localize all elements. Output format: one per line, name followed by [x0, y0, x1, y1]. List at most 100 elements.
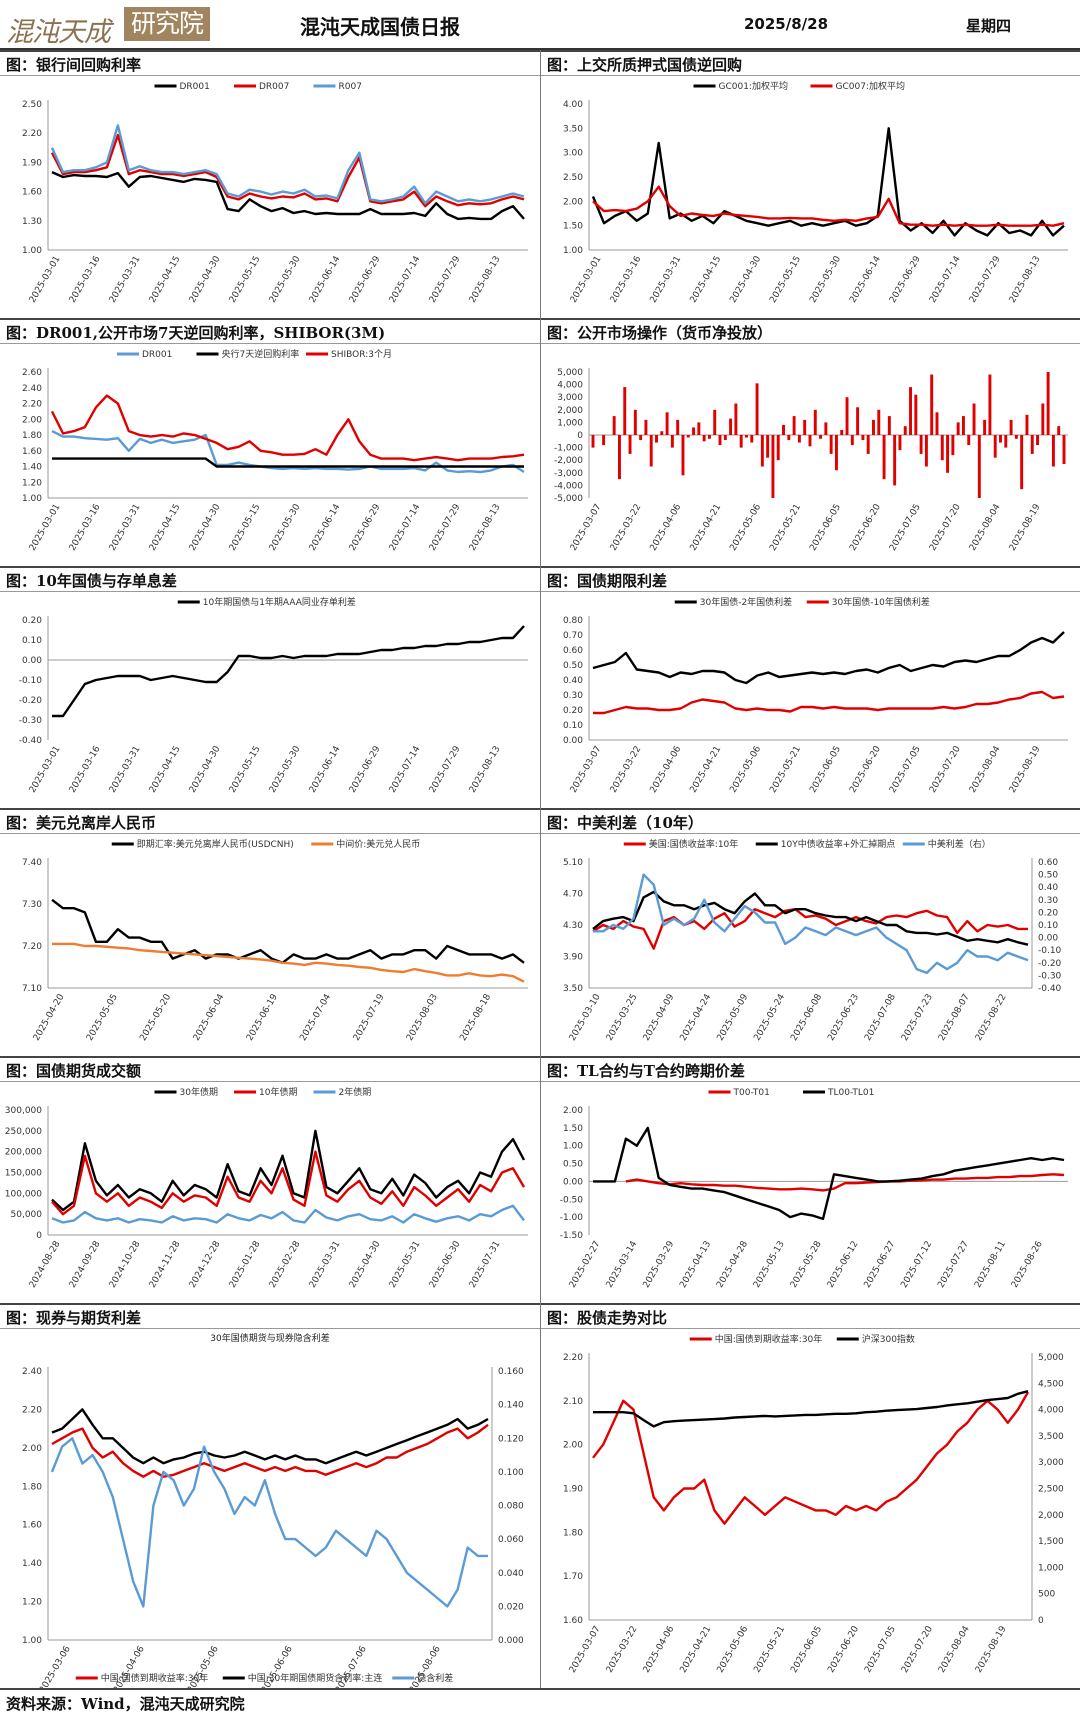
chart-3: 1.00 1.20 1.40 1.60 1.80 2.00 2.20 2.40 2.60 2025… — [0, 344, 540, 566]
y-tick-label: 1.90 — [22, 158, 42, 168]
x-tick-label: 2025-08-07 — [937, 993, 972, 1043]
series-line-2 — [592, 185, 1065, 227]
y2-tick-label: -0.40 — [1038, 984, 1062, 994]
chart-2: 1.00 1.50 2.00 2.50 3.00 3.50 4.00 2025-03-01 20… — [541, 76, 1080, 318]
chart-8: 3.50 3.90 4.30 4.70 5.10 -0.40 -0.30 -0.20 -0.10… — [541, 834, 1080, 1056]
y-tick-label: 0.00 — [563, 736, 583, 746]
y-tick-label: 1.80 — [563, 1528, 583, 1538]
bar — [1030, 435, 1034, 454]
series-line-3 — [51, 1204, 525, 1224]
bar — [655, 435, 658, 443]
y-tick-label: 7.20 — [22, 942, 42, 952]
y-tick-label: 1.50 — [563, 222, 583, 232]
x-tick-label: 2025-06-14 — [308, 744, 343, 795]
y-tick-label: 1.80 — [22, 1482, 42, 1492]
bar — [639, 435, 643, 441]
bar — [617, 435, 621, 480]
y-tick-label: 2.20 — [22, 129, 42, 139]
report-header: 混沌天成 研究院 混沌天成国债日报 2025/8/28 星期四 — [0, 0, 1080, 50]
y2-tick-label: 1,500 — [1038, 1537, 1064, 1547]
y-tick-label: 1.00 — [22, 1636, 42, 1646]
series-line-1 — [592, 908, 1028, 950]
bar — [1004, 435, 1008, 448]
series-line-1 — [51, 898, 525, 964]
x-tick-label: 2025-04-20 — [32, 992, 67, 1043]
y-tick-label: 2.00 — [563, 197, 583, 207]
x-tick-label: 2025-05-24 — [752, 992, 787, 1043]
x-tick-label: 2025-03-01 — [569, 255, 604, 305]
panel-title-8: 图：中美利差（10年） — [541, 808, 1080, 834]
x-tick-label: 2025-07-20 — [928, 502, 963, 553]
legend-label: 中美利差（右） — [928, 838, 991, 850]
bar — [887, 416, 891, 435]
y-tick-label: -0.30 — [19, 716, 43, 726]
x-tick-label: 2025-06-23 — [826, 993, 861, 1043]
bar — [946, 435, 950, 473]
bar — [893, 435, 897, 486]
bar — [967, 435, 971, 446]
legend-label: 美国:国债收益率:10年 — [649, 838, 739, 850]
y-tick-label: 1.60 — [22, 188, 42, 198]
bar — [1009, 419, 1013, 435]
bar — [935, 412, 939, 435]
y2-tick-label: 0.160 — [498, 1367, 524, 1377]
y-tick-label: 300,000 — [5, 1106, 42, 1116]
y-tick-label: 2.20 — [22, 400, 42, 410]
y-tick-label: 3.50 — [563, 124, 583, 134]
y-tick-label: 0.10 — [563, 721, 583, 731]
series-line-1 — [52, 625, 525, 718]
x-tick-label: 2025-05-09 — [716, 992, 751, 1043]
x-tick-label: 2025-05-06 — [728, 502, 763, 553]
y-tick-label: 1.00 — [563, 246, 583, 256]
x-tick-label: 2025-04-09 — [642, 992, 677, 1043]
x-tick-label: 2025-04-28 — [715, 1239, 750, 1290]
x-tick-label: 2025-05-20 — [138, 992, 173, 1043]
bar — [909, 387, 912, 435]
y-tick-label: 4,000 — [557, 381, 583, 391]
x-tick-label: 2025-03-22 — [609, 745, 644, 795]
chart-12: 1.60 1.70 1.80 1.90 2.00 2.10 2.20 0 500 1,000 1,5… — [541, 1329, 1080, 1688]
bar — [729, 418, 733, 435]
x-tick-label: 2025-04-06 — [649, 502, 684, 553]
x-tick-label: 2025-07-14 — [388, 502, 423, 553]
bar — [951, 435, 955, 456]
series-line-1 — [51, 171, 525, 221]
x-tick-label: 2025-08-13 — [468, 255, 503, 305]
y-tick-label: 1.90 — [563, 1485, 583, 1495]
series-line-2 — [593, 690, 1065, 715]
series-line-2 — [52, 457, 524, 468]
chart-9: 0 50,000 100,000 150,000 200,000 250,000 300,0… — [0, 1082, 540, 1303]
x-tick-label: 2025-05-28 — [789, 1239, 824, 1290]
x-tick-label: 2025-06-05 — [789, 1625, 824, 1675]
y2-tick-label: 3,000 — [1038, 1458, 1064, 1468]
chart-svg-6: 0.00 0.10 0.20 0.30 0.40 0.50 0.60 0.70 0.80 2025… — [563, 596, 1068, 795]
y2-tick-label: 2,000 — [1038, 1511, 1064, 1521]
bar — [1062, 435, 1066, 464]
bar — [739, 435, 743, 448]
x-tick-label: 2025-07-29 — [428, 744, 463, 795]
bar — [766, 435, 770, 458]
y-tick-label: 50,000 — [11, 1210, 43, 1220]
legend-label: R007 — [339, 82, 362, 92]
bar — [1036, 435, 1040, 446]
x-tick-label: 2025-07-05 — [888, 745, 923, 795]
y-tick-label: 1,000 — [557, 418, 583, 428]
y-tick-label: 1.00 — [22, 494, 42, 504]
bar — [1020, 435, 1024, 490]
y2-tick-label: 0.00 — [1038, 934, 1058, 944]
bar — [670, 435, 674, 448]
chart-4: -5,000 -4,000 -3,000 -2,000 -1,000 0 1,000 2,00… — [541, 344, 1080, 566]
bar — [845, 397, 849, 435]
series-line-3 — [50, 1437, 488, 1608]
bar — [977, 435, 981, 498]
x-tick-label: 2025-07-12 — [899, 1240, 934, 1290]
bar — [718, 435, 722, 446]
chart-6: 0.00 0.10 0.20 0.30 0.40 0.50 0.60 0.70 0.80 2025… — [541, 592, 1080, 808]
y2-tick-label: 0.120 — [498, 1434, 524, 1444]
panel-title-9: 图：国债期货成交额 — [0, 1056, 540, 1082]
y-tick-label: 0.50 — [563, 661, 583, 671]
panel-title-12: 图：股债走势对比 — [541, 1303, 1080, 1329]
bar — [961, 416, 965, 435]
x-tick-label: 2024-09-28 — [68, 1239, 103, 1290]
legend-label: 10年期国债与1年期AAA同业存单利差 — [203, 596, 356, 608]
